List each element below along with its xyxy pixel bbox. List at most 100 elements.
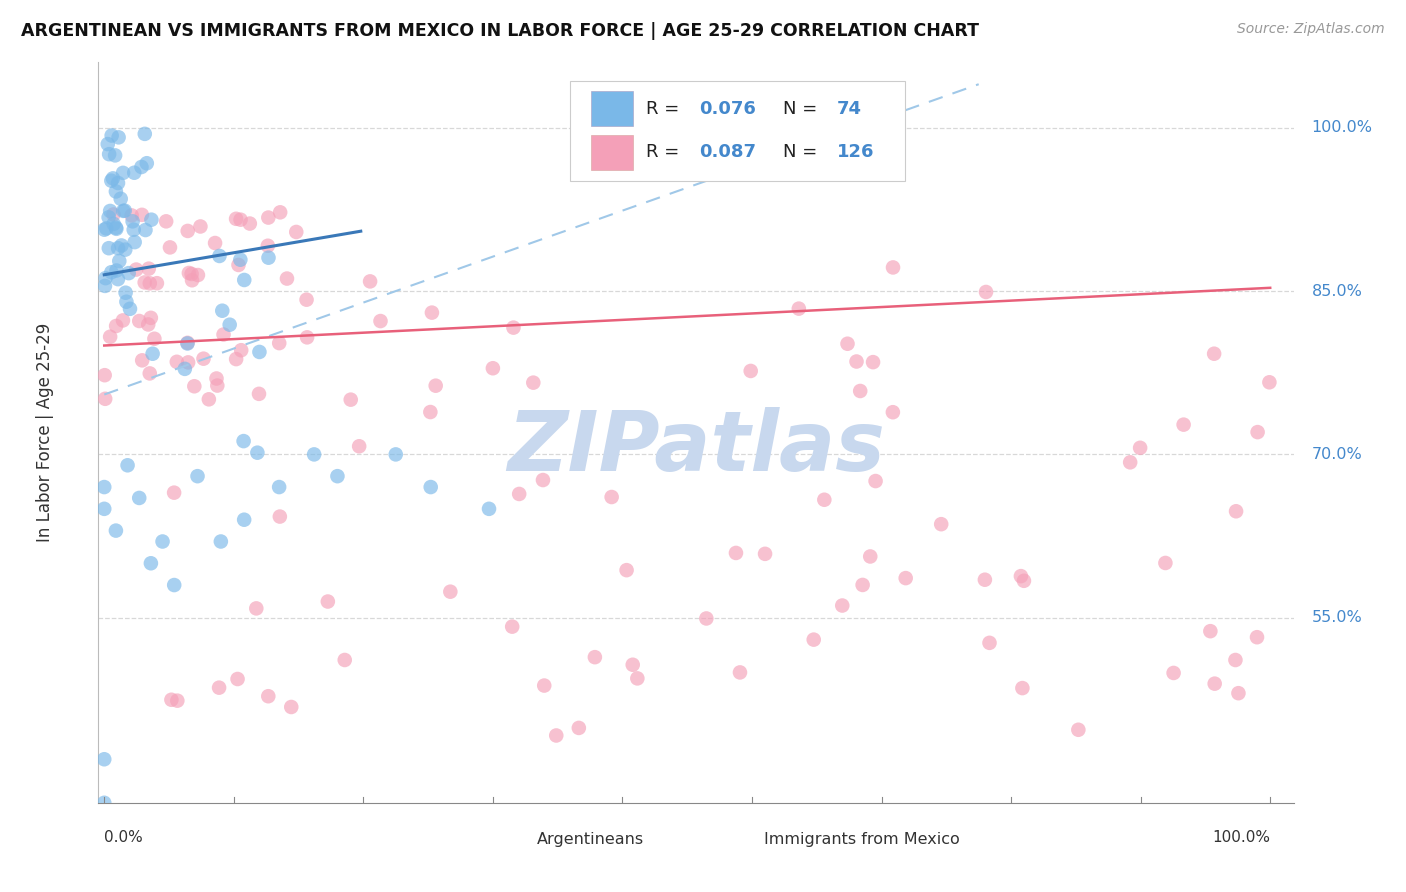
Point [163,485,186,500]
Point [139,277,162,291]
Point [280,700,302,714]
Point [98,204,121,219]
Point [93,752,115,766]
Point [93,368,115,383]
Point [787,301,810,316]
Point [533,679,555,693]
Text: 74: 74 [837,100,862,118]
Point [1119,455,1142,469]
Point [97,137,120,152]
Point [285,225,308,239]
Point [93,796,115,810]
Text: R =: R = [645,144,685,161]
Point [1246,425,1268,439]
Point [1067,723,1090,737]
Point [1154,556,1177,570]
Point [245,601,267,615]
Point [269,509,291,524]
Point [121,208,143,222]
FancyBboxPatch shape [571,81,905,181]
Point [229,212,252,227]
Point [118,266,141,280]
Point [208,249,231,263]
Point [370,314,392,328]
Text: Immigrants from Mexico: Immigrants from Mexico [763,832,960,847]
Point [247,387,270,401]
Text: Argentineans: Argentineans [537,832,644,847]
Text: ZIPatlas: ZIPatlas [508,407,884,488]
Point [166,693,188,707]
Point [229,252,252,267]
Point [204,235,226,250]
Point [929,517,952,532]
Point [110,238,132,252]
Point [139,556,162,570]
Point [209,534,232,549]
Point [1227,686,1250,700]
Point [1246,630,1268,644]
Point [94,279,117,293]
Point [316,594,339,608]
Point [724,546,747,560]
Point [176,335,198,350]
Point [107,176,129,190]
Point [600,490,623,504]
Point [98,330,121,344]
Point [193,351,215,366]
Bar [499,829,529,851]
Text: 100.0%: 100.0% [1312,120,1372,136]
Point [419,480,441,494]
Bar [591,91,633,127]
Point [852,578,875,592]
Point [621,657,644,672]
Point [152,534,174,549]
Point [232,434,254,449]
Point [894,571,917,585]
Text: R =: R = [645,100,685,118]
Point [155,214,177,228]
Point [100,174,122,188]
Point [862,355,884,369]
Point [146,276,169,290]
Point [207,378,229,392]
Point [865,474,887,488]
Point [96,221,118,235]
Text: 55.0%: 55.0% [1312,610,1362,625]
Point [974,285,997,299]
Point [257,239,280,253]
Point [626,672,648,686]
Point [425,378,447,392]
Point [122,166,145,180]
Point [225,211,247,226]
Text: ARGENTINEAN VS IMMIGRANTS FROM MEXICO IN LABOR FORCE | AGE 25-29 CORRELATION CHA: ARGENTINEAN VS IMMIGRANTS FROM MEXICO IN… [21,22,979,40]
Point [118,301,141,316]
Point [333,653,356,667]
Point [419,405,441,419]
Point [104,185,127,199]
Point [1204,676,1226,690]
Point [754,547,776,561]
Point [1012,574,1035,588]
Point [1163,665,1185,680]
Text: Source: ZipAtlas.com: Source: ZipAtlas.com [1237,22,1385,37]
Text: In Labor Force | Age 25-29: In Labor Force | Age 25-29 [35,323,53,542]
Text: 126: 126 [837,144,875,161]
Point [231,343,253,358]
Point [134,223,156,237]
Point [93,501,115,516]
Point [728,665,751,680]
Point [269,205,291,219]
Point [181,273,204,287]
Point [1199,624,1222,639]
Point [139,367,162,381]
Point [187,268,209,282]
Point [124,235,146,249]
Point [295,330,318,344]
Point [1010,569,1032,583]
Point [239,217,262,231]
Point [104,220,127,235]
Point [131,208,153,222]
Text: 0.0%: 0.0% [104,830,143,845]
Point [882,260,904,275]
Point [212,327,235,342]
